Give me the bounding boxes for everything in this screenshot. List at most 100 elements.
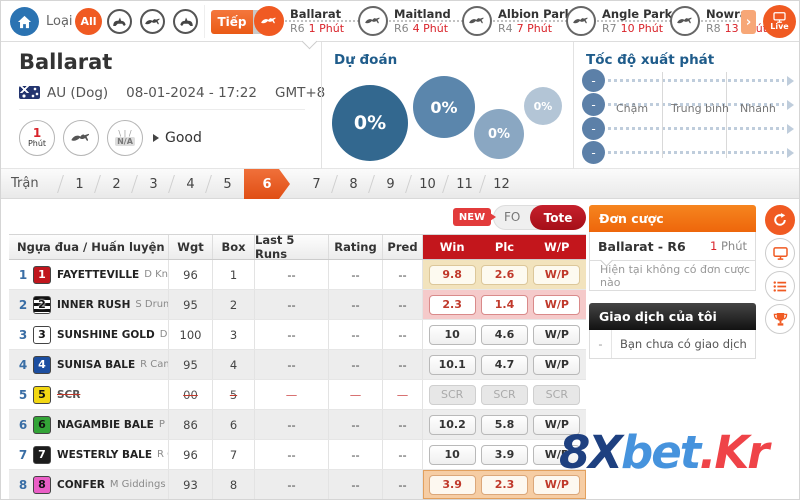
trainer-name: D Knight (144, 269, 168, 280)
wp-odds-button[interactable]: W/P (533, 414, 581, 435)
next-races-button[interactable]: Tiếp (211, 10, 253, 34)
win-odds-button[interactable]: 3.9 (428, 474, 476, 495)
bet-slip-sidebar: Đơn cược Ballarat - R6 1 Phút Hiện tại k… (589, 205, 756, 359)
race-tab-3[interactable]: 3 (135, 169, 172, 199)
side-icon-rail (765, 205, 797, 337)
greyhound-icon (670, 6, 700, 36)
speed-arrow-row: - (582, 93, 794, 117)
trainer-name: S Drumm... (135, 299, 168, 310)
wp-odds-button[interactable]: W/P (533, 474, 581, 495)
col-box: Box (213, 235, 255, 259)
table-row: 8 8 CONFER M Giddings 93 8 -- -- -- 3.9 2.3 W… (9, 470, 586, 499)
race-tab-7[interactable]: 7 (312, 176, 321, 192)
tote-option-selected[interactable]: Tote (530, 205, 586, 230)
saddlecloth-1: 1 (33, 265, 51, 284)
wp-odds-button[interactable]: W/P (533, 294, 581, 315)
saddlecloth-3: 3 (33, 325, 51, 344)
place-odds-button[interactable]: 4.7 (480, 354, 528, 375)
runner-name: CONFER (57, 478, 105, 491)
refresh-button[interactable] (765, 205, 795, 235)
place-odds-button[interactable]: 5.8 (480, 414, 528, 435)
race-tab-2[interactable]: 2 (98, 169, 135, 199)
harness-racing-icon[interactable] (173, 9, 198, 34)
saddlecloth-2: 2 (33, 295, 51, 314)
trainer-name: R Camilleri (140, 359, 168, 370)
winners-button[interactable] (765, 304, 795, 334)
race-tab-11[interactable]: 11 (446, 169, 483, 199)
table-header-row: Ngựa đua / Huấn luyện viên Wgt Box Last … (9, 233, 586, 261)
greyhound-racing-icon[interactable] (140, 9, 165, 34)
fo-option[interactable]: FO (504, 210, 521, 224)
win-odds-button[interactable]: 9.8 (428, 264, 476, 285)
race-header: Ballarat AU (Dog) 08-01-2024 - 17:22 GMT+8… (1, 33, 799, 169)
race-tab-4[interactable]: 4 (172, 169, 209, 199)
wp-odds-button[interactable]: W/P (533, 264, 581, 285)
scroll-right-chevron[interactable]: › (741, 10, 756, 34)
speed-arrow-row: - (582, 69, 794, 93)
fo-tote-toggle[interactable]: FO Tote (493, 205, 586, 230)
race-datetime: 08-01-2024 - 17:22 (126, 85, 257, 101)
runners-table: Ngựa đua / Huấn luyện viên Wgt Box Last … (9, 233, 586, 499)
horse-racing-icon[interactable] (107, 9, 132, 34)
speed-arrow-row: - (582, 117, 794, 141)
wp-odds-button[interactable]: W/P (533, 444, 581, 465)
race-tab-10[interactable]: 10 (409, 169, 446, 199)
zone-divider (662, 72, 663, 158)
home-button[interactable] (10, 7, 39, 36)
race-tab-9[interactable]: 9 (372, 169, 409, 199)
col-rating: Rating (329, 235, 383, 259)
trainer-name: D Sh... (159, 329, 168, 340)
win-odds-button[interactable]: 2.3 (428, 294, 476, 315)
place-odds-button[interactable]: 3.9 (480, 444, 528, 465)
saddlecloth-6: 6 (33, 415, 51, 434)
race-tab-1[interactable]: 1 (61, 169, 98, 199)
place-odds-button[interactable]: 2.6 (480, 264, 528, 285)
filter-all-button[interactable]: All (75, 8, 102, 35)
saddlecloth-4: 4 (33, 355, 51, 374)
top-navigation-bar: Loại All Tiếp ‹ Ballarat R61 Phút Maitla… (1, 1, 799, 42)
greyhound-icon (566, 6, 596, 36)
odds-header: Win Plc W/P (423, 235, 586, 259)
table-row-scratched: 5 5 SCR 00 5 — — — SCR SCR SCR (9, 380, 586, 410)
divider (204, 5, 205, 38)
prediction-bubble: 0% (474, 109, 524, 159)
win-odds-button[interactable]: 10.2 (428, 414, 476, 435)
monitor-icon (773, 247, 788, 260)
race-tab-5[interactable]: 5 (209, 169, 246, 199)
bet-slip-race-name: Ballarat - R6 (598, 238, 686, 254)
runner-name: INNER RUSH (57, 298, 131, 311)
col-pred: Pred (383, 235, 423, 259)
timezone-label: GMT+8 (275, 85, 326, 101)
runner-name: NAGAMBIE BALE (57, 418, 154, 431)
win-odds-button[interactable]: 10.1 (428, 354, 476, 375)
video-button[interactable] (765, 238, 795, 268)
speed-arrow-row: - (582, 141, 794, 165)
odds-type-toggle: NEW FO Tote (453, 205, 586, 230)
greyhound-icon (462, 6, 492, 36)
wp-odds-button[interactable]: W/P (533, 324, 581, 345)
live-stream-button[interactable]: Live (763, 5, 796, 38)
place-odds-button[interactable]: 4.6 (480, 324, 528, 345)
race-tab-8[interactable]: 8 (335, 169, 372, 199)
race-tab-12[interactable]: 12 (483, 169, 520, 199)
results-list-button[interactable] (765, 271, 795, 301)
col-win: Win (439, 240, 465, 254)
runner-name: SUNSHINE GOLD (57, 328, 155, 341)
win-odds-button[interactable]: 10 (428, 324, 476, 345)
wp-odds-button[interactable]: W/P (533, 354, 581, 375)
start-speed-title: Tốc độ xuất phát (586, 52, 715, 68)
race-tab-6-active[interactable]: 6 (244, 169, 290, 199)
transactions-empty-row: - Bạn chưa có giao dịch (589, 330, 756, 359)
win-odds-button[interactable]: 10 (428, 444, 476, 465)
saddlecloth-5: 5 (33, 385, 51, 404)
australia-flag-icon (19, 86, 40, 99)
place-odds-button[interactable]: 2.3 (480, 474, 528, 495)
track-condition: Good (165, 130, 202, 146)
place-odds-button[interactable]: 1.4 (480, 294, 528, 315)
start-speed-section: Tốc độ xuất phát - - - - Chậm Trung bình… (573, 42, 799, 169)
site-watermark: 8Xbet.Kr (559, 426, 769, 479)
saddlecloth-7: 7 (33, 445, 51, 464)
